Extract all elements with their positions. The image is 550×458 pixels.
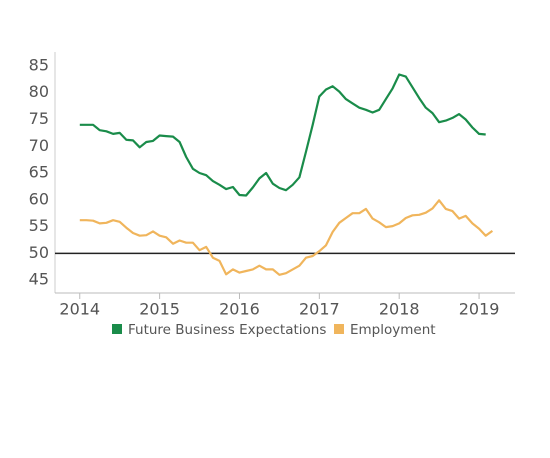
legend-label: Future Business Expectations (128, 322, 326, 338)
x-tick-label: 2016 (219, 300, 260, 319)
y-tick-label: 65 (29, 163, 49, 182)
y-tick-label: 80 (29, 82, 49, 101)
y-tick-label: 60 (29, 189, 49, 208)
x-tick-label: 2019 (459, 300, 500, 319)
y-tick-label: 45 (29, 270, 49, 289)
x-tick-label: 2014 (59, 300, 100, 319)
legend-label: Employment (350, 322, 436, 338)
y-tick-label: 75 (29, 109, 49, 128)
x-tick-label: 2015 (139, 300, 180, 319)
legend-swatch (334, 324, 344, 334)
y-tick-label: 55 (29, 216, 49, 235)
series-line (79, 73, 486, 197)
y-tick-label: 50 (29, 243, 49, 262)
y-tick-label: 70 (29, 136, 49, 155)
y-tick-label: 85 (29, 55, 49, 74)
x-tick-label: 2017 (299, 300, 340, 319)
legend-swatch (112, 324, 122, 334)
x-tick-label: 2018 (379, 300, 420, 319)
series-line (79, 199, 494, 276)
